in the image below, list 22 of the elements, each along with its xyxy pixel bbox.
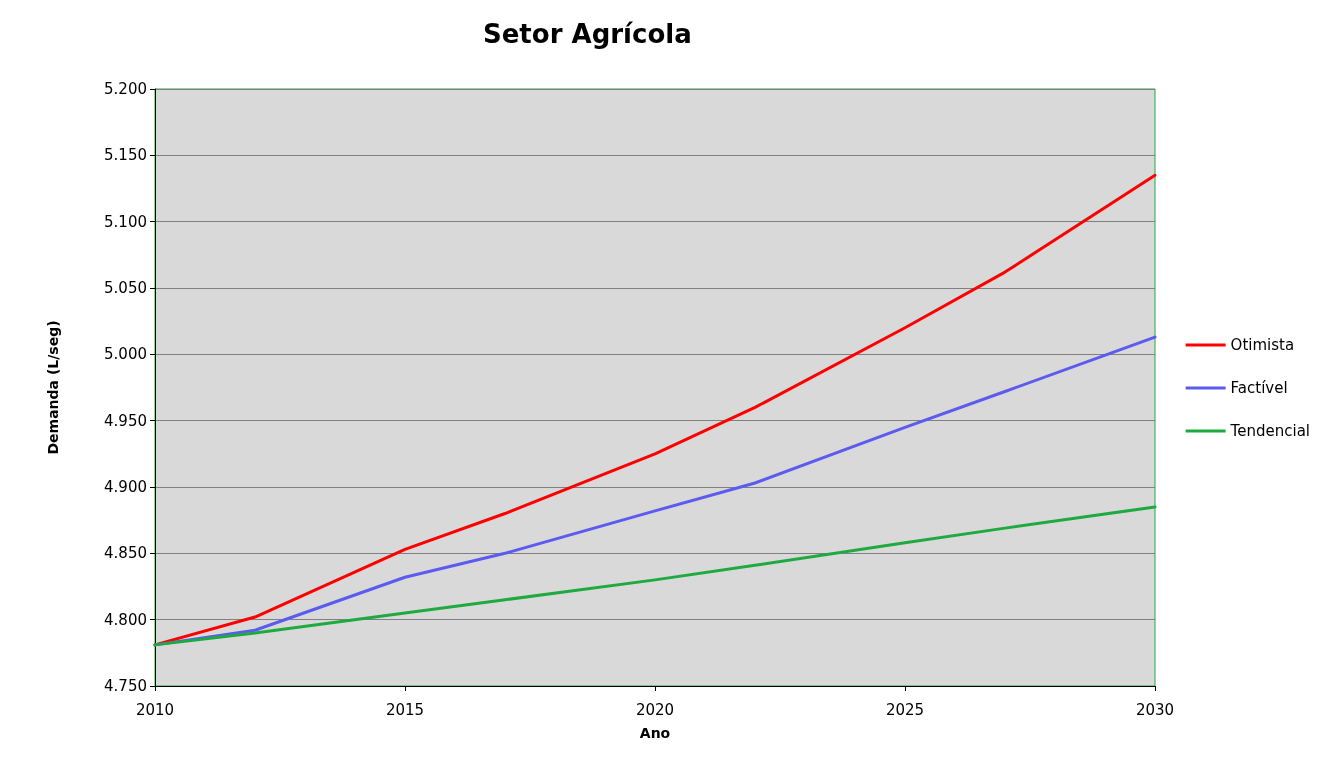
y-tick-label: 4.850 <box>104 544 147 563</box>
x-tick-label: 2030 <box>1135 700 1175 719</box>
y-tick-label: 5.050 <box>104 279 147 297</box>
x-tick-label: 2020 <box>635 700 675 719</box>
x-tick-label: 2010 <box>135 700 175 719</box>
legend-label: Otimista <box>1230 336 1295 354</box>
y-axis-title: Demanda (L/seg) <box>45 320 61 455</box>
y-tick-label: 5.000 <box>104 345 147 364</box>
y-tick-label: 4.750 <box>104 677 147 695</box>
x-tick-label: 2015 <box>385 700 425 719</box>
legend-label: Tendencial <box>1229 422 1311 440</box>
y-tick-label: 4.950 <box>104 411 147 430</box>
x-axis-title: Ano <box>639 725 671 741</box>
y-tick-label: 5.100 <box>104 212 147 231</box>
chart-title: Setor Agrícola <box>483 19 692 49</box>
line-series <box>153 173 1157 647</box>
y-tick-label: 4.900 <box>104 478 147 496</box>
x-tick-label: 2025 <box>885 700 925 719</box>
y-tick-label: 5.200 <box>104 80 147 98</box>
y-tick-label: 5.150 <box>104 146 147 165</box>
legend-label: Factível <box>1230 379 1288 397</box>
y-tick-label: 4.800 <box>104 610 147 629</box>
